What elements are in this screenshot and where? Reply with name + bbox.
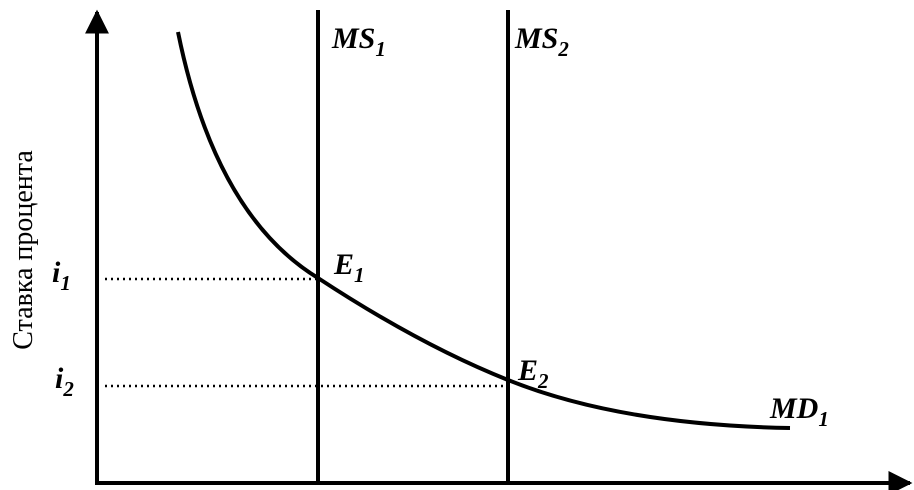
md-curve [176, 31, 791, 430]
label-text: MD [769, 392, 818, 425]
subscript: 2 [537, 369, 549, 393]
md1-label: MD1 [769, 392, 829, 431]
label-text: E [333, 248, 354, 281]
ms2-label: MS2 [514, 22, 569, 61]
e1-label: E1 [333, 248, 365, 287]
subscript: 1 [375, 37, 386, 61]
label-text: i [52, 256, 61, 289]
label-text: i [55, 362, 64, 395]
subscript: 2 [557, 37, 569, 61]
i1-label: i1 [52, 256, 71, 295]
subscript: 1 [354, 263, 365, 287]
subscript: 1 [60, 271, 71, 295]
e2-label: E2 [517, 354, 549, 393]
y-axis-label: Ставка процента [8, 150, 39, 350]
i2-label: i2 [55, 362, 74, 401]
ms1-label: MS1 [331, 22, 386, 61]
label-text: MS [514, 22, 558, 55]
label-text: E [517, 354, 538, 387]
label-text: MS [331, 22, 375, 55]
subscript: 2 [62, 377, 74, 401]
subscript: 1 [818, 407, 829, 431]
